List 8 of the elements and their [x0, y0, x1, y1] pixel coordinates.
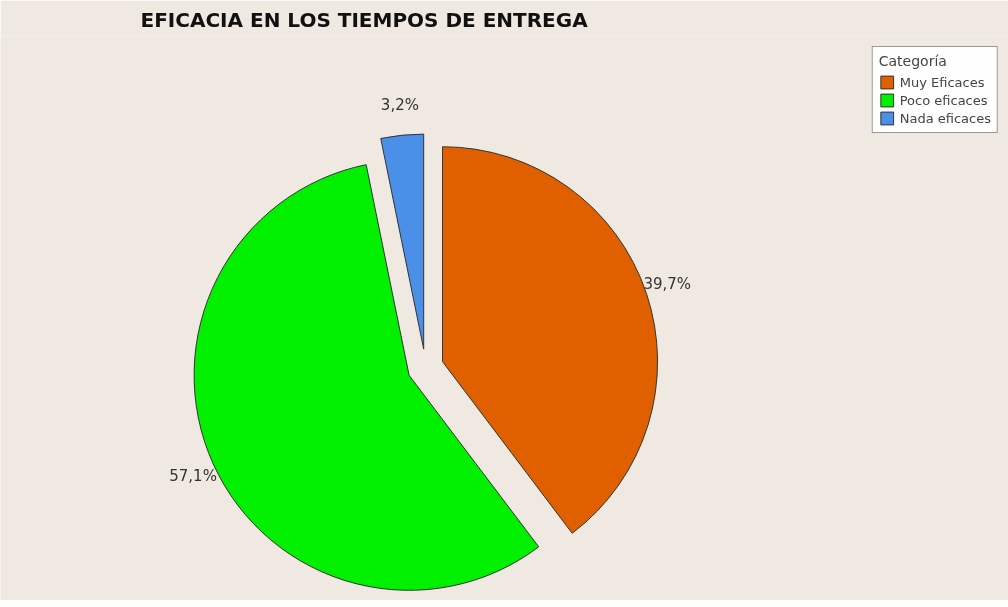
legend-title: Categoría	[878, 53, 948, 69]
legend-label: Nada eficaces	[899, 110, 991, 126]
data-label: 39,7%	[643, 274, 692, 293]
legend-label: Muy Eficaces	[899, 74, 985, 90]
data-label: 57,1%	[169, 467, 217, 486]
data-label: 3,2%	[380, 96, 419, 115]
legend-label: Poco eficaces	[899, 92, 988, 108]
chart-title: EFICACIA EN LOS TIEMPOS DE ENTREGA	[140, 7, 589, 32]
